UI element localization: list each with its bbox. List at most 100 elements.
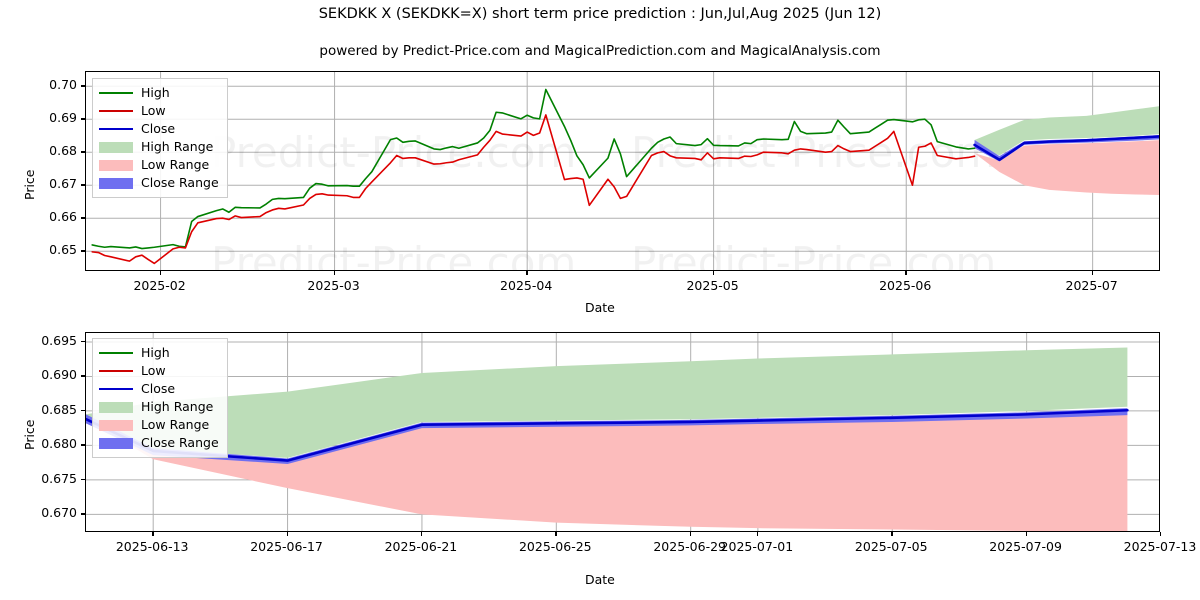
legend-swatch-low-range-icon: [99, 159, 133, 172]
legend-item-close: Close: [99, 380, 219, 398]
series-line-low: [91, 114, 976, 265]
legend-swatch-close-range-icon: [99, 437, 133, 450]
y-tick-label: 0.675: [41, 470, 77, 486]
y-tick-label: 0.65: [49, 242, 77, 258]
x-tick-mark: [526, 271, 528, 275]
x-tick-mark: [712, 271, 714, 275]
x-tick-mark: [420, 532, 423, 536]
x-tick-label: 2025-07-01: [720, 539, 794, 554]
x-tick-mark: [159, 271, 161, 275]
legend-item-low-range: Low Range: [99, 416, 219, 434]
x-tick-label: 2025-06-13: [115, 539, 189, 554]
x-tick-mark: [555, 532, 557, 536]
y-tick-label: 0.685: [41, 401, 77, 417]
legend-label: High Range: [141, 398, 214, 414]
watermark-text: Predict-Price.com: [631, 238, 996, 271]
y-tick-mark: [81, 151, 85, 153]
top-chart-legend: High Low Close High Range Low Range Close Ran…: [92, 78, 228, 198]
x-tick-label: 2025-07: [1065, 278, 1118, 293]
legend-item-close-range: Close Range: [99, 174, 219, 192]
page-subtitle: powered by Predict-Price.com and Magical…: [319, 43, 881, 59]
legend-label: Low: [141, 362, 166, 378]
x-tick-label: 2025-07-05: [854, 539, 928, 554]
top-chart-plot-area: Predict-Price.com Predict-Price.com Predic…: [85, 71, 1160, 271]
y-tick-mark: [81, 118, 85, 120]
legend-label: Close: [141, 120, 176, 136]
y-tick-mark: [81, 184, 85, 186]
legend-label: Low Range: [141, 416, 210, 432]
legend-item-high-range: High Range: [99, 398, 219, 416]
x-tick-label: 2025-06: [879, 278, 932, 293]
top-chart-x-axis-label: Date: [585, 300, 615, 315]
x-tick-mark: [756, 532, 759, 536]
x-tick-mark: [1160, 532, 1162, 536]
band-high-range: [974, 106, 1159, 156]
bottom-chart-x-axis-label: Date: [585, 572, 615, 587]
y-tick-mark: [81, 478, 85, 481]
y-tick-label: 0.695: [41, 332, 77, 348]
y-tick-mark: [81, 375, 85, 377]
legend-item-high: High: [99, 84, 219, 102]
y-tick-mark: [81, 217, 85, 219]
band-high-range: [86, 347, 1128, 458]
series-line-high: [91, 88, 976, 250]
legend-item-high: High: [99, 344, 219, 362]
page-title: SEKDKK X (SEKDKK=X) short term price pre…: [318, 6, 882, 22]
y-tick-mark: [81, 444, 85, 446]
y-tick-label: 0.67: [49, 176, 77, 192]
x-tick-label: 2025-07-09: [989, 539, 1062, 554]
y-tick-mark: [81, 513, 85, 515]
legend-swatch-close-icon: [99, 383, 133, 396]
x-tick-mark: [905, 271, 907, 275]
legend-item-low: Low: [99, 362, 219, 380]
legend-swatch-high-range-icon: [99, 141, 133, 154]
y-tick-mark: [81, 250, 85, 252]
legend-label: Low: [141, 102, 166, 118]
band-close-range: [86, 408, 1128, 465]
x-tick-mark: [286, 532, 288, 536]
band-low-range: [974, 140, 1159, 196]
y-tick-label: 0.670: [41, 505, 77, 521]
x-tick-label: 2025-07-13: [1123, 539, 1197, 554]
bottom-chart-panel: Price Predict-Price.comPredict-Price.com…: [0, 320, 1200, 600]
x-tick-label: 2025-06-25: [518, 539, 592, 554]
x-tick-label: 2025-06-29: [653, 539, 727, 554]
bottom-chart-legend: High Low Close High Range Low Range Close Ran…: [92, 338, 228, 458]
legend-swatch-low-icon: [99, 365, 133, 378]
legend-swatch-high-range-icon: [99, 401, 133, 414]
watermark-text: Predict-Price.com: [631, 128, 996, 177]
legend-label: High Range: [141, 138, 214, 154]
x-tick-mark: [152, 532, 154, 536]
legend-item-low-range: Low Range: [99, 156, 219, 174]
x-tick-label: 2025-02: [133, 278, 186, 293]
y-tick-label: 0.690: [41, 367, 77, 383]
legend-swatch-low-range-icon: [99, 419, 133, 432]
y-tick-mark: [81, 409, 85, 412]
x-tick-mark: [689, 532, 692, 536]
legend-item-high-range: High Range: [99, 138, 219, 156]
y-tick-label: 0.680: [41, 436, 77, 452]
legend-label: High: [141, 344, 170, 360]
series-line-close: [973, 135, 1159, 162]
legend-label: Low Range: [141, 156, 210, 172]
top-chart-panel: Price Predict-Price.com Predict-Price.com…: [22, 71, 1160, 315]
x-tick-mark: [1025, 532, 1028, 536]
y-tick-label: 0.66: [49, 209, 77, 225]
x-tick-label: 2025-06-21: [384, 539, 458, 554]
legend-swatch-close-icon: [99, 123, 133, 136]
x-tick-mark: [333, 271, 335, 275]
legend-label: Close: [141, 380, 176, 396]
y-tick-label: 0.68: [49, 143, 77, 159]
legend-label: Close Range: [141, 434, 219, 450]
x-tick-label: 2025-03: [307, 278, 360, 293]
legend-swatch-high-icon: [99, 347, 133, 360]
watermark-text: Predict-Price.com: [211, 238, 576, 271]
legend-item-close-range: Close Range: [99, 434, 219, 452]
band-low-range: [86, 414, 1128, 531]
legend-item-close: Close: [99, 120, 219, 138]
legend-label: Close Range: [141, 174, 219, 190]
y-tick-label: 0.69: [49, 110, 77, 126]
legend-swatch-close-range-icon: [99, 177, 133, 190]
